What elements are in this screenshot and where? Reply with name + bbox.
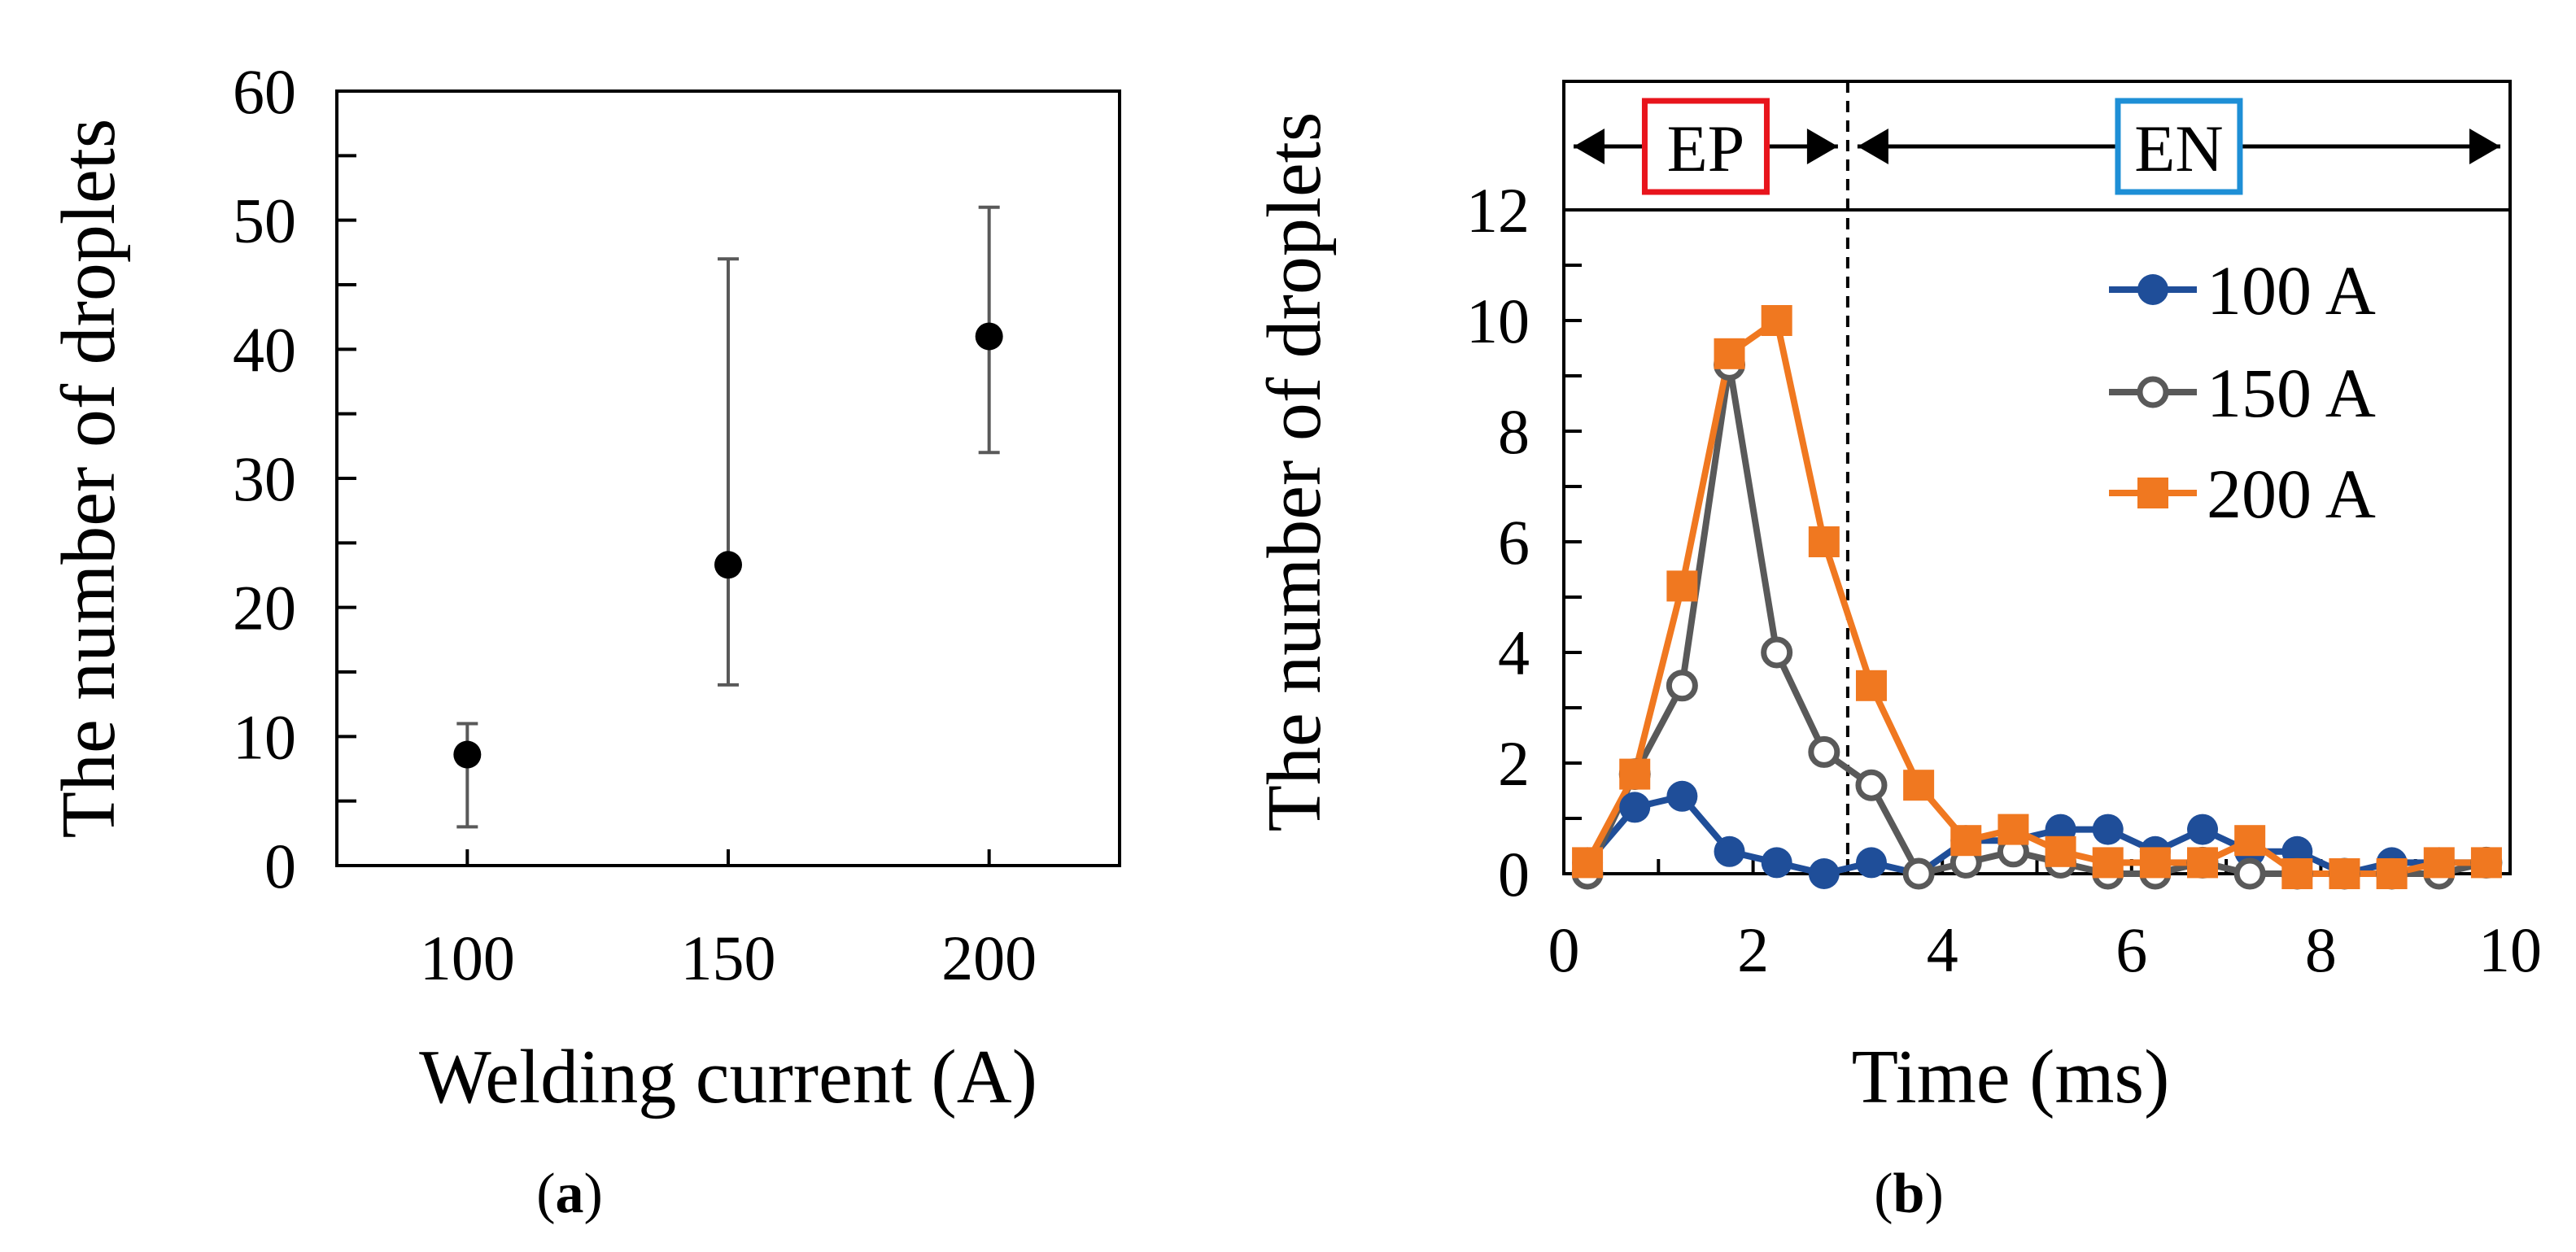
series-point	[1950, 825, 1982, 857]
phase-label: EP	[1667, 111, 1745, 185]
series-point	[1714, 338, 1745, 369]
series-point	[2329, 858, 2360, 889]
y-axis-title-b: The number of droplets	[1252, 112, 1337, 832]
series-point	[2376, 858, 2408, 889]
x-tick-label-b: 10	[2478, 914, 2542, 985]
series-point	[2470, 847, 2502, 879]
y-tick-label-b: 2	[1498, 728, 1530, 799]
series-point	[1903, 770, 1935, 801]
series-point	[1619, 758, 1651, 790]
x-tick-label-a: 200	[941, 923, 1037, 993]
series-point	[2092, 847, 2124, 879]
series-point	[1714, 835, 1745, 867]
series-point	[1808, 858, 1840, 889]
series-point	[1666, 670, 1698, 702]
series-point	[1761, 847, 1792, 879]
series-point	[1855, 670, 1887, 701]
y-axis-title-a: The number of droplets	[46, 119, 131, 839]
panel-label-a: (a)	[536, 1163, 603, 1225]
series-point	[1619, 792, 1651, 823]
series-point	[1761, 636, 1793, 669]
series-point	[2187, 847, 2219, 879]
y-tick-label-b: 10	[1466, 286, 1530, 356]
x-tick-label-a: 150	[681, 923, 776, 993]
points-a	[453, 322, 1003, 769]
data-point-a	[975, 322, 1003, 351]
y-tick-label-a: 50	[233, 185, 296, 256]
series-point	[1666, 570, 1698, 602]
legend-label: 200 A	[2207, 455, 2376, 533]
y-tick-label-a: 0	[264, 831, 296, 901]
y-tick-label-a: 20	[233, 573, 296, 643]
series-point	[1808, 526, 1840, 557]
series-point	[2139, 847, 2171, 879]
phase-label-box	[1641, 98, 1770, 195]
phase-arrow-head-left	[1574, 129, 1605, 164]
legend-marker	[2137, 376, 2169, 408]
y-tick-label-b: 8	[1498, 396, 1530, 467]
y-tick-label-a: 40	[233, 314, 296, 385]
x-tick-label-a: 100	[420, 923, 515, 993]
y-tick-label-b: 4	[1498, 617, 1530, 688]
legend-b: 100 A 150 A 200 A	[2109, 251, 2376, 533]
phase-label: EN	[2134, 111, 2223, 185]
legend-marker	[2137, 274, 2168, 305]
data-point-a	[453, 740, 482, 769]
phase-annotations: EP EN	[1574, 81, 2500, 874]
data-point-a	[714, 551, 742, 579]
panel-a: 0 10 20 30 40 50 60 100 150 200 Welding current …	[46, 56, 1121, 1225]
phase-arrow-head-right	[1806, 129, 1838, 164]
series-point	[2045, 835, 2076, 867]
series-point	[1855, 847, 1887, 879]
x-tick-label-b: 4	[1927, 914, 1958, 985]
x-axis-title-b: Time (ms)	[1852, 1035, 2170, 1119]
y-tick-label-a: 60	[233, 56, 296, 127]
x-tick-label-b: 2	[1737, 914, 1769, 985]
panel-label-b: (b)	[1874, 1163, 1944, 1225]
series-point	[1808, 735, 1840, 768]
phase-arrow-head-left	[1857, 129, 1888, 164]
series-line	[1584, 361, 2487, 877]
legend-marker	[2137, 478, 2168, 508]
x-tick-label-b: 8	[2305, 914, 2337, 985]
x-tick-label-b: 0	[1548, 914, 1580, 985]
y-tick-label-a: 10	[233, 701, 296, 772]
y-tick-label-b: 12	[1466, 175, 1530, 246]
series-point	[1997, 814, 2029, 845]
series-point	[2233, 857, 2266, 890]
series-point	[1761, 305, 1792, 336]
legend-label: 100 A	[2207, 251, 2376, 329]
legend-label: 150 A	[2207, 354, 2376, 432]
y-tick-label-b: 6	[1498, 507, 1530, 578]
x-tick-label-b: 6	[2115, 914, 2147, 985]
series-point	[2281, 858, 2313, 889]
y-ticks-b: 0 2 4 6 8 10 12	[1466, 175, 1582, 910]
x-axis-title-a: Welding current (A)	[419, 1035, 1037, 1119]
series-point	[2187, 814, 2219, 845]
series-point	[2423, 847, 2455, 879]
error-bars-a	[456, 205, 1000, 829]
phase-label-box	[2115, 98, 2243, 195]
y-ticks-a: 0 10 20 30 40 50 60	[233, 56, 356, 901]
series-point	[2234, 825, 2266, 857]
series-point	[1855, 769, 1888, 801]
series-point	[1572, 847, 1604, 879]
series-point	[2092, 814, 2124, 845]
series-b	[1571, 305, 2503, 890]
phase-arrow-head-right	[2469, 129, 2500, 164]
series-point	[1666, 780, 1698, 812]
panel-b: EP EN 0 2 4 6 8 10 12 0 2 4 6 8 10 100 A 150 A 200 A T…	[1252, 80, 2542, 1225]
y-tick-label-a: 30	[233, 443, 296, 514]
x-ticks-a: 100 150 200	[420, 849, 1037, 993]
y-tick-label-b: 0	[1498, 839, 1530, 910]
series-point	[1902, 857, 1935, 890]
